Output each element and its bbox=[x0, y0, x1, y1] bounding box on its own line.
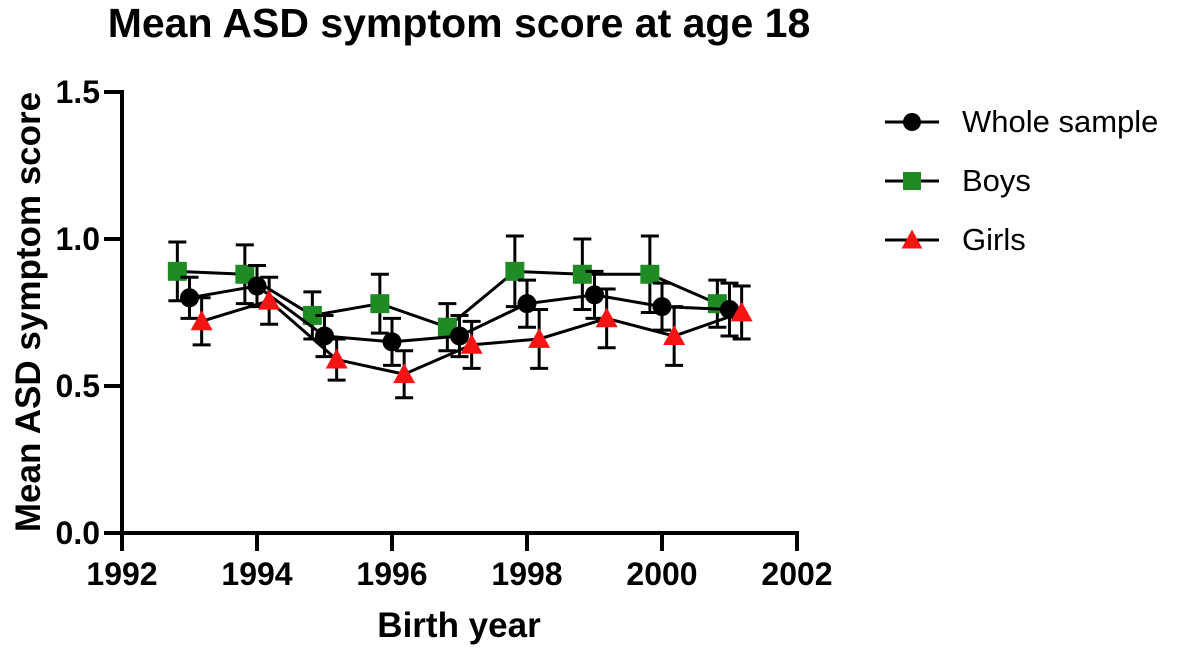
x-tick-label: 1996 bbox=[356, 556, 427, 592]
x-tick-label: 1998 bbox=[491, 556, 562, 592]
series-girls bbox=[190, 275, 753, 400]
legend-label: Girls bbox=[962, 222, 1026, 257]
data-point-marker bbox=[235, 264, 255, 284]
data-point-marker bbox=[595, 307, 618, 328]
data-point-marker bbox=[370, 294, 390, 314]
legend-item-boys: Boys bbox=[884, 158, 1158, 204]
legend-item-girls: Girls bbox=[884, 217, 1158, 263]
data-point-marker bbox=[302, 305, 322, 325]
series-boys bbox=[167, 234, 727, 353]
legend-label: Boys bbox=[962, 163, 1031, 198]
data-point-marker bbox=[393, 363, 416, 384]
data-point-marker bbox=[903, 113, 921, 131]
data-point-marker bbox=[528, 327, 551, 348]
y-tick-label: 0.0 bbox=[56, 515, 100, 551]
x-axis-title: Birth year bbox=[377, 606, 541, 645]
data-point-marker bbox=[652, 297, 672, 317]
data-point-marker bbox=[180, 288, 199, 308]
legend: Whole sample Boys Girls bbox=[884, 99, 1158, 276]
legend-label: Whole sample bbox=[962, 104, 1159, 139]
data-point-marker bbox=[247, 276, 267, 296]
data-point-marker bbox=[450, 326, 469, 346]
triangle-marker-icon bbox=[885, 229, 939, 249]
data-point-marker bbox=[903, 172, 921, 190]
legend-item-whole-sample: Whole sample bbox=[884, 99, 1158, 145]
data-point-marker bbox=[190, 310, 213, 331]
data-point-marker bbox=[730, 301, 753, 322]
data-point-marker bbox=[640, 264, 660, 284]
x-tick-label: 2000 bbox=[626, 556, 697, 592]
series-whole-sample bbox=[180, 263, 739, 367]
circle-marker-icon bbox=[885, 113, 939, 131]
data-point-marker bbox=[572, 264, 592, 284]
data-point-marker bbox=[901, 229, 923, 249]
data-point-marker bbox=[460, 333, 483, 354]
data-point-marker bbox=[258, 289, 281, 310]
y-axis-title: Mean ASD symptom score bbox=[9, 91, 48, 533]
x-tick-label: 2002 bbox=[761, 556, 832, 592]
data-point-marker bbox=[663, 325, 686, 345]
data-point-marker bbox=[382, 332, 402, 352]
y-tick-label: 1.0 bbox=[56, 221, 100, 257]
y-tick-label: 1.5 bbox=[56, 74, 100, 110]
y-tick-label: 0.5 bbox=[56, 368, 100, 404]
axes: 1992 1994 1996 1998 2000 2002 0.0 0.5 1.0 1.5 bbox=[56, 74, 833, 592]
square-marker-icon bbox=[885, 172, 939, 190]
x-tick-label: 1994 bbox=[221, 556, 292, 592]
data-point-marker bbox=[315, 326, 334, 346]
data-point-marker bbox=[325, 348, 348, 369]
chart-title: Mean ASD symptom score at age 18 bbox=[107, 0, 811, 46]
x-tick-label: 1992 bbox=[86, 556, 157, 592]
data-point-marker bbox=[505, 261, 525, 281]
